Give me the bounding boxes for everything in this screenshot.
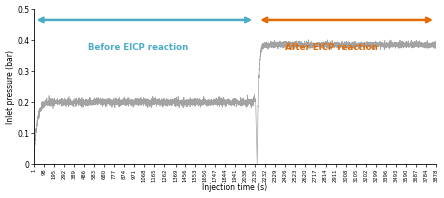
Text: After EICP reaction: After EICP reaction <box>285 43 378 52</box>
X-axis label: Injection time (s): Injection time (s) <box>202 183 267 192</box>
Y-axis label: Inlet pressure (bar): Inlet pressure (bar) <box>6 50 15 124</box>
Text: Before EICP reaction: Before EICP reaction <box>88 43 188 52</box>
